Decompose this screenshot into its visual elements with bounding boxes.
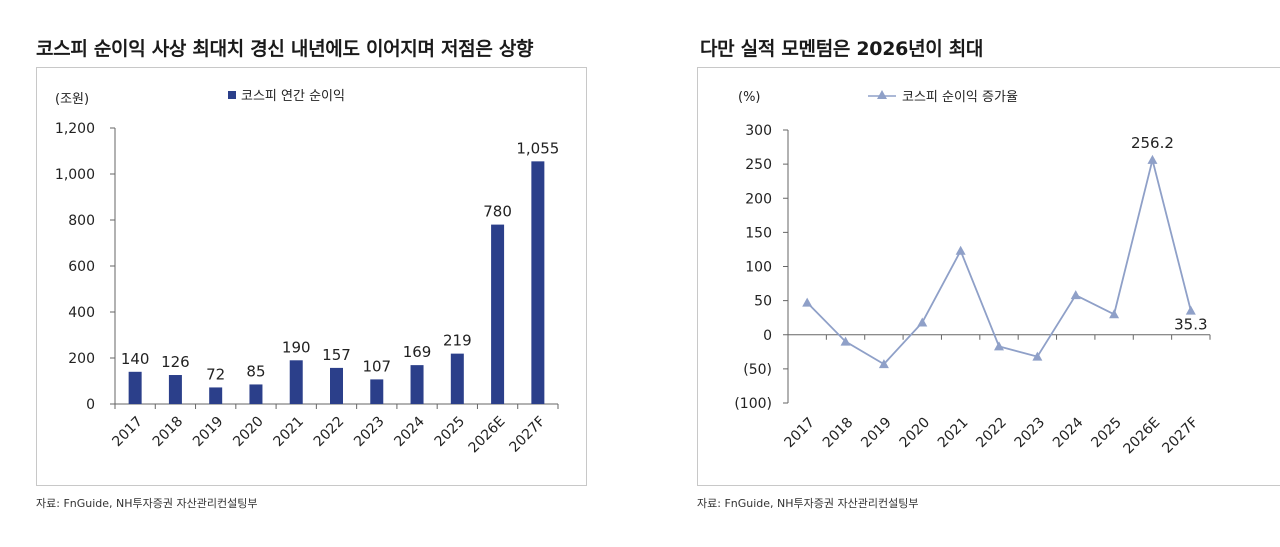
data-label: 256.2 xyxy=(1131,134,1174,152)
y-tick-label: 1,000 xyxy=(55,167,95,183)
bar-chart: (조원) 코스피 연간 순이익 0 200 400 600 800 1,000 1,200 140… xyxy=(55,89,559,457)
x-tick-label: 2021 xyxy=(935,415,972,452)
y-tick-label: 0 xyxy=(86,397,95,413)
chart-source: 자료: FnGuide, NH투자증권 자산관리컨설팅부 xyxy=(697,497,919,510)
y-tick-label: 400 xyxy=(68,305,95,321)
x-tick-label: 2027F xyxy=(506,414,548,456)
y-tick-label: 250 xyxy=(745,157,772,173)
x-tick-label: 2020 xyxy=(897,415,934,452)
bar xyxy=(289,360,303,404)
y-tick-label: 50 xyxy=(754,294,772,310)
bar xyxy=(128,371,142,404)
data-label: 140 xyxy=(121,350,150,368)
y-tick-label: 100 xyxy=(745,260,772,276)
data-point xyxy=(1147,154,1158,164)
bar xyxy=(450,353,464,404)
x-tick-label: 2024 xyxy=(1050,414,1087,451)
x-tick-label: 2023 xyxy=(351,414,388,451)
y-unit-label: (조원) xyxy=(55,92,89,107)
x-tick-label: 2022 xyxy=(311,414,348,451)
legend-label: 코스피 순이익 증가율 xyxy=(902,90,1018,105)
y-tick-label: 1,200 xyxy=(55,121,95,137)
kospi-growth-panel: 다만 실적 모멘텀은 2026년이 최대 (%) 코스피 순이익 증가율 (100)… xyxy=(640,0,1280,547)
x-tick-label: 2017 xyxy=(109,414,146,451)
x-tick-label: 2020 xyxy=(230,414,267,451)
x-tick-label: 2021 xyxy=(271,414,308,451)
chart-frame xyxy=(36,67,587,486)
data-label: 85 xyxy=(246,362,265,380)
data-label: 190 xyxy=(282,338,311,356)
bar xyxy=(531,161,545,404)
x-tick-label: 2026E xyxy=(466,414,509,457)
data-point xyxy=(955,245,966,255)
x-tick-label: 2018 xyxy=(150,414,187,451)
data-label: 35.3 xyxy=(1174,316,1207,334)
y-tick-label: 200 xyxy=(745,191,772,207)
x-tick-label: 2025 xyxy=(1088,415,1125,452)
data-point xyxy=(1109,309,1120,319)
data-label: 219 xyxy=(443,332,472,350)
bar xyxy=(168,375,182,404)
bar xyxy=(491,224,505,404)
data-label: 1,055 xyxy=(516,139,559,157)
x-tick-label: 2019 xyxy=(190,414,227,451)
chart-frame xyxy=(697,67,1280,486)
x-tick-label: 2025 xyxy=(432,414,469,451)
chart-title: 다만 실적 모멘텀은 2026년이 최대 xyxy=(700,38,984,60)
data-point xyxy=(994,341,1004,351)
x-tick-label: 2027F xyxy=(1159,415,1201,457)
x-tick-label: 2017 xyxy=(781,415,818,452)
data-label: 780 xyxy=(483,203,512,221)
data-point xyxy=(917,317,928,327)
line-chart: (%) 코스피 순이익 증가율 (100) (50) 0 50 100 150 200 250 30… xyxy=(734,90,1211,458)
legend-swatch xyxy=(228,91,236,99)
data-point xyxy=(1070,290,1081,300)
data-point xyxy=(1032,351,1043,361)
x-tick-label: 2022 xyxy=(973,415,1010,452)
data-label: 126 xyxy=(161,353,190,371)
y-tick-label: 0 xyxy=(763,328,772,344)
data-point xyxy=(878,359,889,369)
data-point xyxy=(802,297,813,307)
bar xyxy=(249,384,263,404)
chart-title: 코스피 순이익 사상 최대치 경신 내년에도 이어지며 저점은 상향 xyxy=(36,38,534,60)
legend-label: 코스피 연간 순이익 xyxy=(241,89,345,104)
y-tick-label: 200 xyxy=(68,351,95,367)
chart-source: 자료: FnGuide, NH투자증권 자산관리컨설팅부 xyxy=(36,497,258,510)
x-tick-label: 2023 xyxy=(1012,415,1049,452)
kospi-net-income-panel: 코스피 순이익 사상 최대치 경신 내년에도 이어지며 저점은 상향 (조원) 코… xyxy=(0,0,620,547)
y-unit-label: (%) xyxy=(738,90,761,105)
data-label: 107 xyxy=(362,357,391,375)
data-label: 72 xyxy=(206,365,225,383)
data-point xyxy=(1185,305,1196,315)
data-label: 157 xyxy=(322,346,351,364)
bar xyxy=(410,365,424,404)
y-tick-label: 600 xyxy=(68,259,95,275)
bar xyxy=(370,379,384,404)
bar xyxy=(209,387,223,404)
y-tick-label: (100) xyxy=(734,396,772,412)
y-tick-label: 300 xyxy=(745,123,772,139)
data-point xyxy=(840,336,851,346)
data-label: 169 xyxy=(403,343,432,361)
x-tick-label: 2019 xyxy=(858,415,895,452)
series-line xyxy=(806,159,1192,366)
legend-marker xyxy=(877,90,887,99)
x-tick-label: 2026E xyxy=(1121,415,1164,458)
y-tick-label: 800 xyxy=(68,213,95,229)
bar xyxy=(330,367,343,404)
x-tick-label: 2018 xyxy=(820,415,857,452)
y-tick-label: (50) xyxy=(743,362,772,378)
x-tick-label: 2024 xyxy=(391,413,428,450)
y-tick-label: 150 xyxy=(745,225,772,241)
